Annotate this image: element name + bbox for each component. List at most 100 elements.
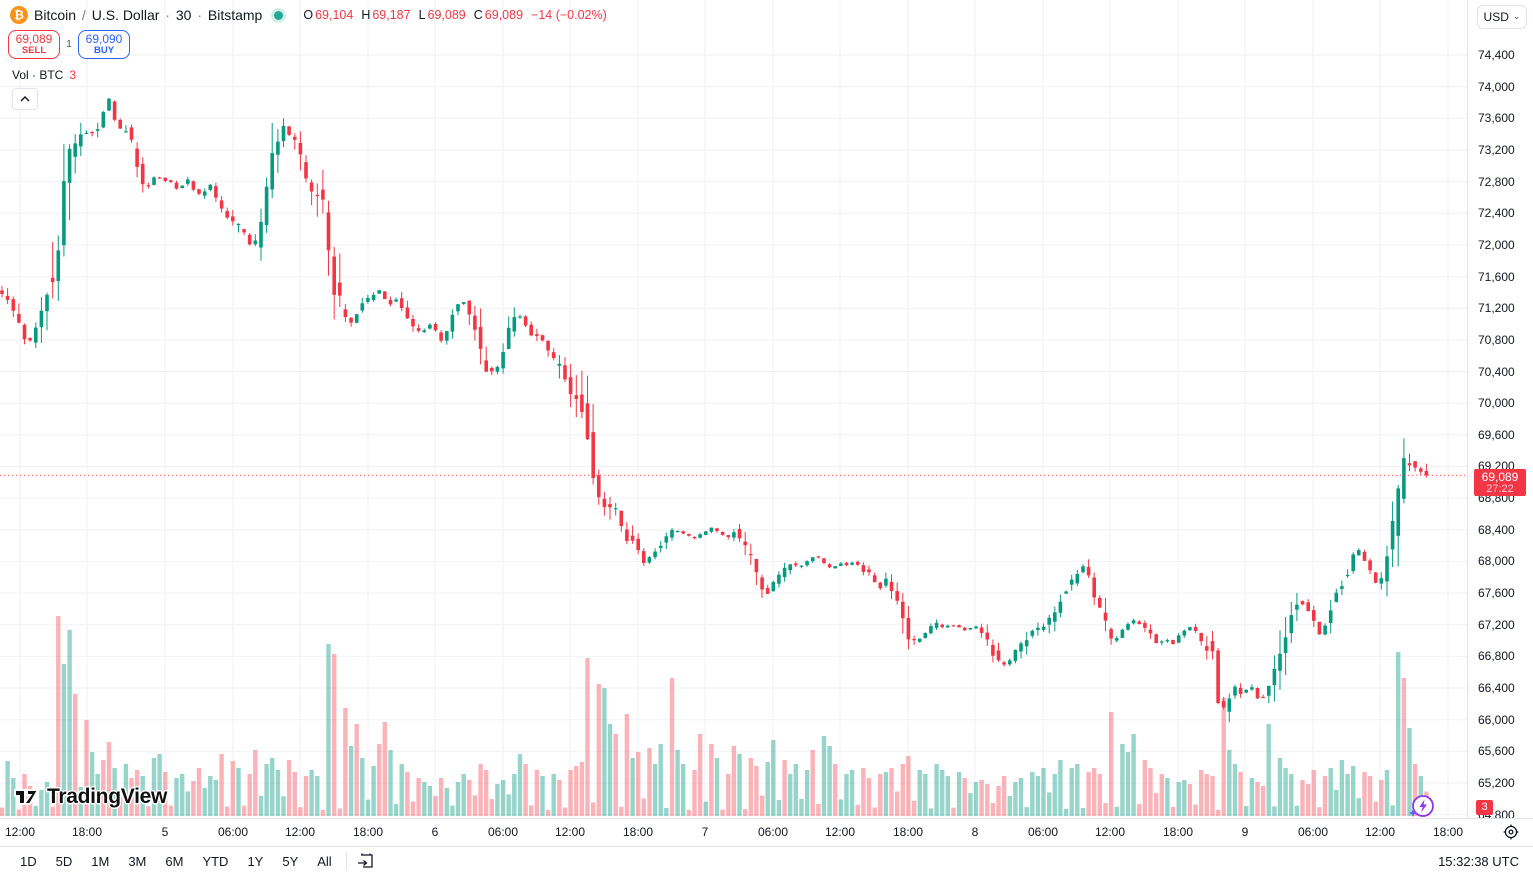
range-button-5y[interactable]: 5Y	[282, 853, 299, 869]
time-label: 12:00	[284, 825, 316, 839]
exchange-name: Bitstamp	[207, 7, 263, 23]
date-range-buttons: 1D 5D 1M 3M 6M YTD 1Y 5Y All	[14, 851, 338, 872]
price-tick: 67,200	[1478, 618, 1515, 632]
symbol-name: Bitcoin	[34, 7, 77, 23]
candlestick-chart-canvas[interactable]	[0, 0, 1467, 818]
separator: ·	[197, 7, 202, 23]
instant-trading-lightning-icon[interactable]	[1406, 793, 1436, 821]
trade-panel: 69,089 SELL 1 69,090 BUY	[8, 30, 130, 59]
time-label: 12:00	[1364, 825, 1396, 839]
range-button-6m[interactable]: 6M	[165, 853, 184, 869]
collapse-pane-button[interactable]	[12, 88, 38, 110]
go-to-date-button[interactable]	[355, 850, 377, 872]
price-tick: 74,000	[1478, 80, 1515, 94]
tradingview-mark-icon	[14, 789, 40, 805]
time-axis[interactable]: 12:00 18:00 5 06:00 12:00 18:00 6 06:00 12:00 18:…	[0, 818, 1533, 846]
time-label: 18:00	[892, 825, 924, 839]
last-price-label: 69,089 27:22	[1474, 469, 1526, 496]
price-tick: 66,400	[1478, 681, 1515, 695]
sell-price: 69,089	[15, 32, 53, 46]
symbol-currency: U.S. Dollar	[91, 7, 160, 23]
bar-countdown: 27:22	[1486, 482, 1514, 495]
low-key: L	[418, 8, 426, 22]
open-value: 69,104	[315, 8, 354, 22]
price-tick: 71,600	[1478, 270, 1515, 284]
price-tick: 72,000	[1478, 238, 1515, 252]
time-label: 18:00	[1162, 825, 1194, 839]
price-tick: 70,000	[1478, 396, 1515, 410]
volume-indicator-label: Vol · BTC	[12, 68, 64, 82]
high-value: 69,187	[372, 8, 411, 22]
sell-label: SELL	[21, 44, 47, 56]
chevron-up-icon	[20, 96, 30, 102]
axis-settings-gear-icon[interactable]	[1502, 823, 1520, 841]
bottom-toolbar: 1D 5D 1M 3M 6M YTD 1Y 5Y All 15:32:38 UTC	[0, 846, 1533, 875]
open-key: O	[303, 8, 314, 22]
ohlc-values: O 69,104 H 69,187 L 69,089 C 69,089 −14 (−0.…	[297, 8, 606, 22]
range-button-all[interactable]: All	[317, 853, 332, 869]
grid	[0, 0, 1467, 818]
sell-button[interactable]: 69,089 SELL	[8, 30, 60, 59]
price-tick: 72,400	[1478, 206, 1515, 220]
range-button-1d[interactable]: 1D	[20, 853, 37, 869]
time-label: 06:00	[1027, 825, 1059, 839]
range-button-1y[interactable]: 1Y	[247, 853, 264, 869]
time-label: 06:00	[1297, 825, 1329, 839]
price-tick: 74,400	[1478, 48, 1515, 62]
buy-label: BUY	[93, 44, 115, 56]
time-label: 12:00	[4, 825, 36, 839]
volume-bars	[0, 616, 1429, 816]
price-tick: 71,200	[1478, 301, 1515, 315]
time-label: 18:00	[1432, 825, 1464, 839]
clock-utc[interactable]: 15:32:38 UTC	[1438, 853, 1519, 869]
last-price-value: 69,089	[1481, 470, 1519, 484]
chevron-down-icon: ⌄	[1512, 11, 1521, 21]
market-status-dot-icon	[274, 10, 284, 20]
separator: ·	[165, 7, 170, 23]
symbol-title[interactable]: Bitcoin / U.S. Dollar · 30 · Bitstamp	[34, 7, 262, 23]
time-label: 06:00	[487, 825, 519, 839]
time-label: 9	[1241, 825, 1249, 839]
time-label: 06:00	[757, 825, 789, 839]
price-tick: 68,400	[1478, 523, 1515, 537]
volume-indicator-legend[interactable]: Vol · BTC 3	[12, 68, 76, 82]
volume-value-badge: 3	[1476, 800, 1493, 815]
price-tick: 65,600	[1478, 744, 1515, 758]
range-button-3m[interactable]: 3M	[128, 853, 147, 869]
currency-selector[interactable]: USD ⌄	[1477, 5, 1527, 29]
price-tick: 73,600	[1478, 111, 1515, 125]
price-axis[interactable]: 64,800 65,200 65,600 66,000 66,400 66,800 67,2…	[1467, 0, 1533, 846]
chart-interval: 30	[175, 7, 192, 23]
time-label: 12:00	[1094, 825, 1126, 839]
candles	[0, 98, 1429, 723]
time-label: 18:00	[622, 825, 654, 839]
time-label: 6	[431, 825, 439, 839]
price-tick: 66,800	[1478, 649, 1515, 663]
toolbar-divider	[345, 852, 347, 870]
time-label: 12:00	[824, 825, 856, 839]
bitcoin-icon: ₿	[10, 6, 28, 24]
time-label: 18:00	[71, 825, 103, 839]
tradingview-logo[interactable]: TradingView	[14, 785, 167, 809]
range-button-5d[interactable]: 5D	[55, 853, 73, 869]
time-label: 18:00	[352, 825, 384, 839]
separator: /	[81, 7, 86, 23]
change-value: −14 (−0.02%)	[531, 8, 607, 22]
time-label: 7	[701, 825, 709, 839]
price-tick: 65,200	[1478, 776, 1515, 790]
price-tick: 67,600	[1478, 586, 1515, 600]
time-label: 5	[161, 825, 169, 839]
price-tick: 73,200	[1478, 143, 1515, 157]
currency-selector-label: USD	[1483, 10, 1509, 24]
low-value: 69,089	[427, 8, 466, 22]
time-label: 8	[971, 825, 979, 839]
buy-button[interactable]: 69,090 BUY	[78, 30, 130, 59]
range-button-ytd[interactable]: YTD	[202, 853, 229, 869]
high-key: H	[361, 8, 371, 22]
buy-price: 69,090	[85, 32, 123, 46]
range-button-1m[interactable]: 1M	[91, 853, 110, 869]
price-tick: 69,600	[1478, 428, 1515, 442]
close-value: 69,089	[484, 8, 524, 22]
symbol-legend: ₿ Bitcoin / U.S. Dollar · 30 · Bitstamp …	[10, 6, 607, 24]
